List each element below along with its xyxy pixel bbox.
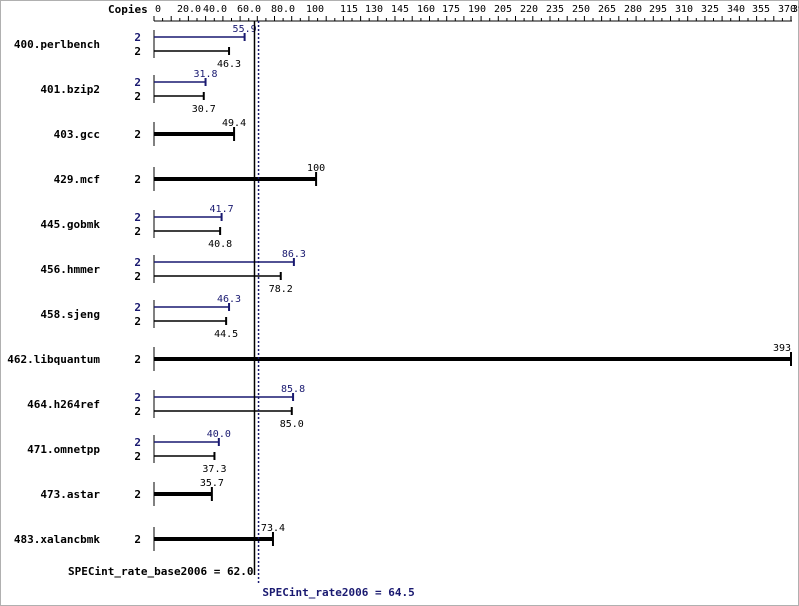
peak-value-label: 85.8 (281, 384, 305, 395)
base-value-label: 37.3 (202, 464, 226, 475)
base-copies: 2 (134, 488, 141, 501)
x-tick-label: 190 (468, 4, 486, 15)
base-value-label: 35.7 (200, 478, 224, 489)
benchmark-row-456.hmmer: 456.hmmer 2 86.3 2 78.2 (40, 249, 306, 295)
base-copies: 2 (134, 353, 141, 366)
base-copies: 2 (134, 315, 141, 328)
benchmark-name: 471.omnetpp (27, 443, 100, 456)
base-mean-label: SPECint_rate_base2006 = 62.0 (68, 565, 253, 578)
benchmark-name: 401.bzip2 (40, 83, 100, 96)
x-tick-label: 295 (649, 4, 667, 15)
peak-value-label: 46.3 (217, 294, 241, 305)
x-tick-label: 130 (365, 4, 383, 15)
benchmark-name: 483.xalancbmk (14, 533, 100, 546)
benchmark-row-464.h264ref: 464.h264ref 2 85.8 2 85.0 (27, 384, 305, 430)
x-tick-label: 175 (442, 4, 460, 15)
benchmark-name: 403.gcc (54, 128, 100, 141)
benchmark-name: 462.libquantum (7, 353, 100, 366)
peak-value-label: 55.9 (233, 24, 257, 35)
benchmark-row-458.sjeng: 458.sjeng 2 46.3 2 44.5 (40, 294, 241, 340)
x-tick-label: 355 (752, 4, 770, 15)
x-tick-label: 325 (701, 4, 719, 15)
peak-value-label: 41.7 (210, 204, 234, 215)
x-tick-label: 20.0 (177, 4, 201, 15)
benchmark-row-445.gobmk: 445.gobmk 2 41.7 2 40.8 (40, 204, 233, 250)
base-copies: 2 (134, 225, 141, 238)
x-tick-label: 40.0 (203, 4, 227, 15)
base-value-label: 85.0 (280, 419, 304, 430)
base-value-label: 49.4 (222, 118, 246, 129)
peak-copies: 2 (134, 31, 141, 44)
benchmark-name: 473.astar (40, 488, 100, 501)
benchmark-row-483.xalancbmk: 483.xalancbmk 2 73.4 (14, 523, 285, 551)
benchmark-row-471.omnetpp: 471.omnetpp 2 40.0 2 37.3 (27, 429, 231, 475)
benchmark-name: 458.sjeng (40, 308, 100, 321)
base-copies: 2 (134, 405, 141, 418)
x-tick-label: 220 (520, 4, 538, 15)
x-tick-label: 80.0 (271, 4, 295, 15)
base-value-label: 393 (773, 343, 791, 354)
base-value-label: 73.4 (261, 523, 285, 534)
peak-copies: 2 (134, 391, 141, 404)
x-tick-label: 280 (624, 4, 642, 15)
benchmark-name: 445.gobmk (40, 218, 100, 231)
peak-value-label: 86.3 (282, 249, 306, 260)
x-tick-label: 310 (675, 4, 693, 15)
base-value-label: 40.8 (208, 239, 232, 250)
benchmark-name: 400.perlbench (14, 38, 100, 51)
peak-value-label: 31.8 (193, 69, 217, 80)
base-copies: 2 (134, 173, 141, 186)
peak-copies: 2 (134, 256, 141, 269)
x-tick-label: 160 (417, 4, 435, 15)
x-tick-label: 265 (598, 4, 616, 15)
base-value-label: 46.3 (217, 59, 241, 70)
benchmark-row-401.bzip2: 401.bzip2 2 31.8 2 30.7 (40, 69, 217, 115)
base-copies: 2 (134, 90, 141, 103)
peak-copies: 2 (134, 76, 141, 89)
x-tick-label: 340 (727, 4, 745, 15)
benchmark-name: 456.hmmer (40, 263, 100, 276)
base-copies: 2 (134, 45, 141, 58)
base-value-label: 44.5 (214, 329, 238, 340)
peak-mean-label: SPECint_rate2006 = 64.5 (262, 586, 414, 599)
base-copies: 2 (134, 533, 141, 546)
benchmark-name: 429.mcf (54, 173, 100, 186)
base-copies: 2 (134, 450, 141, 463)
peak-copies: 2 (134, 301, 141, 314)
x-tick-label: 205 (494, 4, 512, 15)
x-tick-label: 145 (391, 4, 409, 15)
x-tick-label: 235 (546, 4, 564, 15)
x-tick-label: 370 (778, 4, 796, 15)
x-tick-label: 395 (792, 4, 799, 15)
copies-header: Copies (108, 3, 148, 16)
peak-copies: 2 (134, 211, 141, 224)
base-copies: 2 (134, 128, 141, 141)
x-tick-label: 60.0 (237, 4, 261, 15)
base-value-label: 78.2 (269, 284, 293, 295)
benchmark-row-400.perlbench: 400.perlbench 2 55.9 2 46.3 (14, 24, 257, 70)
peak-value-label: 40.0 (207, 429, 231, 440)
benchmark-row-429.mcf: 429.mcf 2 100 (54, 163, 325, 191)
base-value-label: 30.7 (192, 104, 216, 115)
benchmark-row-462.libquantum: 462.libquantum 2 393 (7, 343, 792, 371)
benchmark-row-403.gcc: 403.gcc 2 49.4 (54, 118, 246, 146)
peak-copies: 2 (134, 436, 141, 449)
base-copies: 2 (134, 270, 141, 283)
benchmark-row-473.astar: 473.astar 2 35.7 (40, 478, 224, 506)
base-value-label: 100 (307, 163, 325, 174)
x-tick-label: 0 (155, 4, 161, 15)
x-tick-label: 115 (340, 4, 358, 15)
benchmark-name: 464.h264ref (27, 398, 100, 411)
x-tick-label: 100 (306, 4, 324, 15)
x-tick-label: 250 (572, 4, 590, 15)
